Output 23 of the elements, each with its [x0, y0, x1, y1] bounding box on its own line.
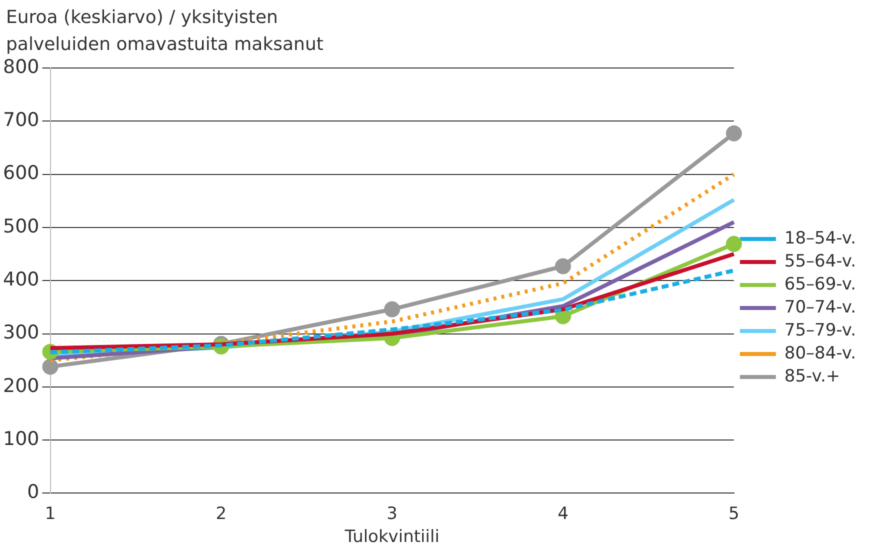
- legend-label: 85-v.+: [784, 366, 840, 386]
- legend-label: 18–54-v.: [784, 228, 856, 248]
- legend-label: 75–79-v.: [784, 320, 856, 340]
- x-tick-label: 2: [216, 504, 227, 524]
- y-axis-title: Euroa (keskiarvo) / yksityisten palveluiden omavastuita maksanut: [6, 7, 324, 55]
- legend-label: 65–69-v.: [784, 274, 856, 294]
- legend-label: 55–64-v.: [784, 251, 856, 272]
- x-tick-label: 1: [44, 504, 56, 524]
- y-tick-label: 300: [3, 322, 40, 344]
- y-tick-label: 800: [3, 56, 40, 78]
- legend-label: 80–84-v.: [784, 343, 856, 364]
- x-axis-title: Tulokvintiili: [344, 527, 440, 548]
- y-tick-label: 700: [3, 109, 40, 132]
- y-tick-label: 200: [3, 374, 40, 397]
- y-tick-label: 100: [3, 428, 40, 450]
- legend-label: 70–74-v.: [784, 297, 856, 318]
- x-tick-label: 3: [386, 504, 398, 524]
- y-tick-label: 0: [27, 481, 40, 504]
- y-tick-label: 400: [3, 268, 40, 291]
- y-tick-label: 600: [3, 162, 40, 184]
- x-tick-label: 5: [728, 504, 740, 524]
- x-tick-label: 4: [558, 504, 568, 524]
- y-tick-label: 500: [3, 215, 40, 238]
